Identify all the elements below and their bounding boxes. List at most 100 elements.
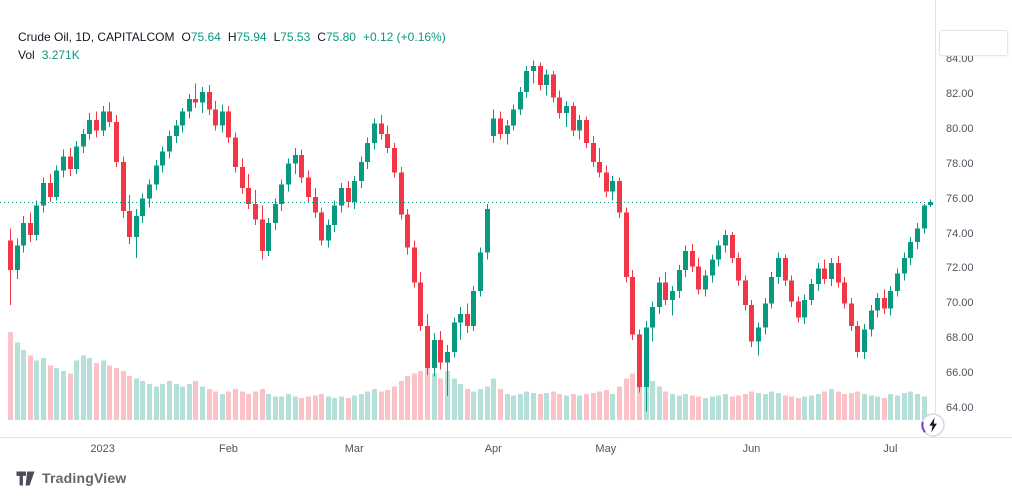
candle-body — [68, 156, 73, 169]
ohlc-open: O75.64 — [181, 30, 221, 44]
time-axis[interactable]: 2023 Feb Mar Apr May Jun Jul — [0, 437, 1012, 461]
candle-body — [359, 161, 364, 182]
volume-bar — [167, 381, 172, 420]
volume-bar — [544, 392, 549, 420]
ohlc-close: C75.80 — [317, 30, 356, 44]
volume-bar — [28, 355, 33, 420]
volume-bar — [87, 357, 92, 420]
price-tick-label: 78.00 — [946, 157, 974, 170]
candle-body — [677, 270, 682, 292]
price-tick-label: 64.00 — [946, 402, 974, 414]
volume-bar — [200, 386, 205, 420]
volume-bar — [670, 394, 675, 420]
candle-body — [855, 325, 860, 353]
volume-bar — [313, 395, 318, 420]
volume-bar — [266, 394, 271, 420]
volume-bar — [551, 391, 556, 420]
candle-body — [544, 74, 549, 86]
volume-bar — [359, 394, 364, 420]
candle-body — [471, 291, 476, 326]
volume-bar — [81, 355, 86, 420]
volume-bar — [610, 394, 615, 420]
volume-bar — [822, 391, 827, 420]
volume-bar — [432, 373, 437, 420]
symbol-title[interactable]: Crude Oil, 1D, CAPITALCOM — [18, 30, 175, 44]
volume-bar — [154, 386, 159, 420]
price-tick-label: 76.00 — [946, 192, 974, 205]
candle-body — [789, 280, 794, 302]
time-tick-label: Mar — [344, 443, 364, 455]
candle-body — [776, 257, 781, 278]
candle-body — [332, 205, 337, 225]
candle-body — [557, 97, 562, 114]
ohlc-low: L75.53 — [273, 30, 311, 44]
volume-bar — [716, 395, 721, 420]
candle-body — [716, 245, 721, 260]
volume-bar — [220, 394, 225, 420]
candle-body — [21, 223, 26, 246]
candle-body — [670, 291, 675, 300]
volume-bar — [809, 395, 814, 420]
candle-body — [121, 161, 126, 211]
volume-bar — [8, 332, 13, 420]
candle-body — [610, 181, 615, 192]
time-tick-label: Apr — [484, 443, 502, 455]
legend-symbol-row: Crude Oil, 1D, CAPITALCOM O75.64 H75.94 … — [18, 28, 446, 46]
volume-bar — [703, 398, 708, 420]
candle-body — [425, 325, 430, 368]
candle-body — [266, 223, 271, 251]
candle-body — [167, 135, 172, 152]
candle-body — [101, 111, 106, 131]
volume-bar — [505, 394, 510, 420]
candle-body — [723, 235, 728, 246]
candle-body — [915, 228, 920, 243]
candle-body — [696, 266, 701, 290]
volume-bar — [74, 360, 79, 420]
volume-bar — [895, 395, 900, 420]
candle-body — [253, 203, 258, 220]
quick-trade-button[interactable] — [920, 412, 946, 438]
candle-body — [372, 123, 377, 143]
volume-bar — [372, 388, 377, 420]
volume-bar — [617, 386, 622, 420]
tradingview-attribution[interactable]: TradingView — [16, 470, 126, 486]
candle-body — [710, 259, 715, 276]
volume-bar — [193, 381, 198, 420]
price-axis[interactable]: 84.00 82.00 80.00 78.00 76.00 74.00 72.00 70.00… — [935, 0, 1012, 437]
volume-bar — [293, 396, 298, 420]
volume-bar — [829, 388, 834, 420]
candle-body — [87, 120, 92, 135]
price-tick-label: 72.00 — [946, 262, 974, 275]
volume-bar — [352, 395, 357, 420]
volume-bar — [491, 378, 496, 420]
candle-body — [306, 177, 311, 197]
volume-bar — [187, 383, 192, 420]
price-tick-label: 82.00 — [946, 87, 974, 100]
candle-body — [174, 125, 179, 136]
volume-bar — [21, 350, 26, 420]
candle-body — [233, 137, 238, 168]
volume-bar — [180, 386, 185, 420]
volume-bar — [412, 373, 417, 420]
volume-bar — [498, 388, 503, 420]
candle-body — [326, 224, 331, 241]
candle-body — [34, 205, 39, 236]
volume-bar — [273, 396, 278, 420]
legend-volume-row: Vol 3.271K — [18, 46, 446, 64]
candle-body — [260, 219, 265, 251]
candle-body — [226, 111, 231, 138]
volume-bar — [418, 370, 423, 420]
volume-bar — [869, 395, 874, 420]
candle-body — [48, 182, 53, 197]
candle-body — [28, 223, 33, 236]
chart-plot-area[interactable] — [0, 0, 936, 437]
volume-bar — [346, 398, 351, 420]
candle-body — [61, 156, 66, 171]
candle-body — [524, 71, 529, 93]
tradingview-logo-icon — [16, 471, 35, 485]
ohlc-high: H75.94 — [227, 30, 267, 44]
candle-body — [81, 134, 86, 147]
candle-body — [438, 339, 443, 363]
candle-body — [809, 284, 814, 300]
candle-body — [8, 240, 13, 271]
